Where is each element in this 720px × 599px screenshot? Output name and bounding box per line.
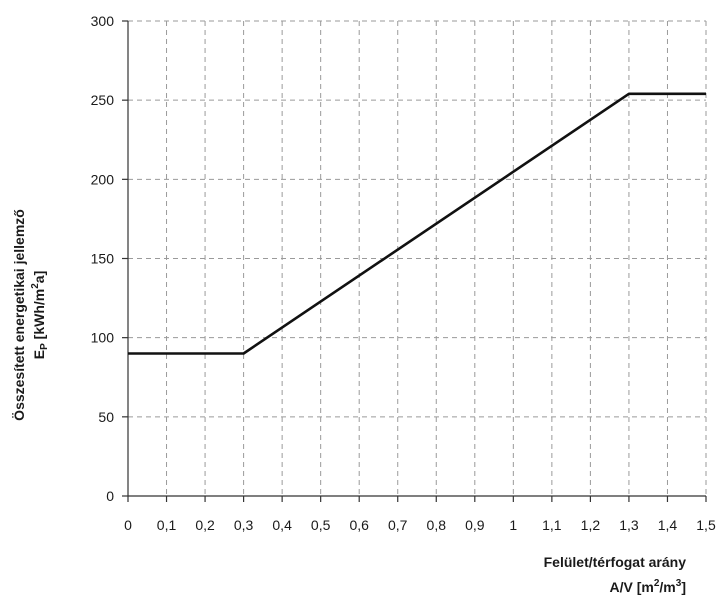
x-axis-unit: A/V [m <box>610 579 654 595</box>
x-tick-label: 0,9 <box>465 517 485 533</box>
x-tick-label: 0,3 <box>234 517 254 533</box>
y-tick-label: 200 <box>91 171 115 187</box>
x-tick-labels: 0 0,1 0,2 0,3 0,4 0,5 0,6 0,7 0,8 0,9 1 1,1 1,2 1,3 1,… <box>124 517 716 533</box>
x-tick-label: 1 <box>509 517 517 533</box>
x-tick-label: 1,5 <box>696 517 716 533</box>
y-axis-symbol-subscript: P <box>39 343 50 350</box>
series <box>128 92 706 355</box>
x-tick-label: 1,1 <box>542 517 562 533</box>
x-axis-unit-superscript-1: 2 <box>654 578 660 589</box>
series-line <box>128 92 706 355</box>
x-tick-label: 0,4 <box>272 517 292 533</box>
y-tick-labels: 0 50 100 150 200 250 300 <box>91 13 115 504</box>
x-axis-unit-mid: /m <box>659 579 675 595</box>
y-axis-title-line2: EP [kWh/m2a] <box>30 271 50 359</box>
x-tick-label: 1,2 <box>581 517 601 533</box>
y-axis-unit-superscript: 2 <box>30 283 41 289</box>
x-tick-label: 0,1 <box>157 517 177 533</box>
x-tick-label: 0,6 <box>349 517 369 533</box>
y-tick-label: 300 <box>91 13 115 29</box>
x-axis-title-line1: Felület/térfogat arány <box>544 554 687 570</box>
x-tick-label: 0,8 <box>427 517 447 533</box>
grid <box>128 20 707 496</box>
axes <box>122 20 707 502</box>
y-tick-label: 150 <box>91 251 115 267</box>
y-tick-label: 50 <box>98 409 114 425</box>
x-tick-label: 1,4 <box>658 517 678 533</box>
y-axis-title-line1: Összesített energetikai jellemző <box>11 209 27 421</box>
y-tick-label: 0 <box>106 488 114 504</box>
x-tick-label: 1,3 <box>619 517 639 533</box>
y-tick-label: 100 <box>91 330 115 346</box>
y-axis-unit: [kWh/m <box>31 289 47 343</box>
x-tick-label: 0,5 <box>311 517 331 533</box>
x-tick-label: 0,7 <box>388 517 408 533</box>
x-axis-unit-rest: ] <box>681 579 686 595</box>
y-axis-unit-rest: a] <box>31 271 47 283</box>
x-axis-title-line2: A/V [m2/m3] <box>610 578 686 595</box>
y-tick-label: 250 <box>91 92 115 108</box>
x-axis-unit-superscript-2: 3 <box>676 578 682 589</box>
x-tick-label: 0,2 <box>195 517 215 533</box>
x-tick-label: 0 <box>124 517 132 533</box>
y-axis-symbol: E <box>31 350 47 359</box>
